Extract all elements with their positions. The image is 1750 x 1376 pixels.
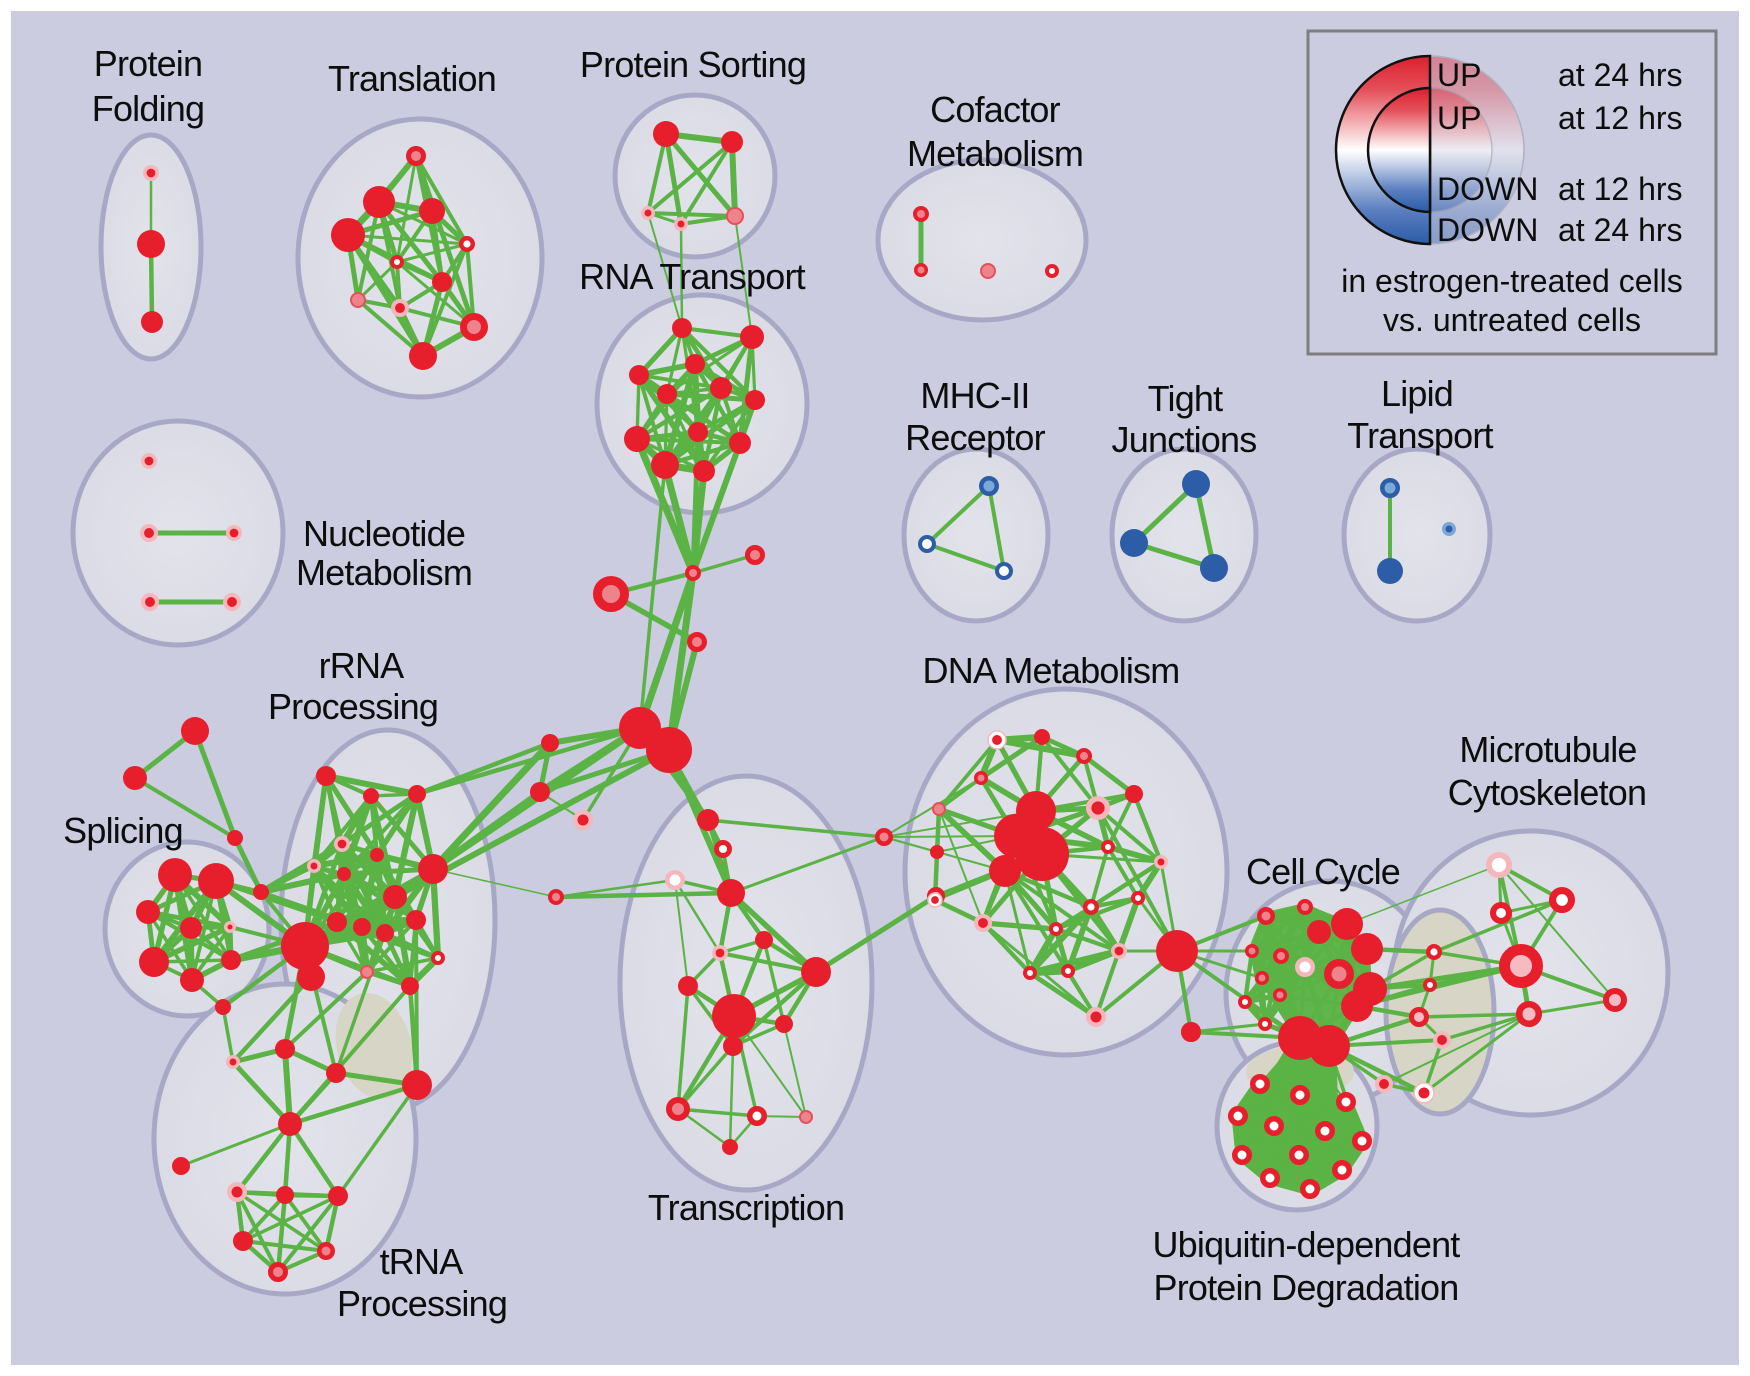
svg-text:vs. untreated cells: vs. untreated cells (1383, 302, 1641, 338)
svg-text:Transport: Transport (1347, 415, 1493, 456)
svg-text:Protein Sorting: Protein Sorting (580, 44, 806, 85)
svg-text:at 12 hrs: at 12 hrs (1558, 171, 1683, 207)
svg-text:Microtubule: Microtubule (1459, 729, 1636, 770)
svg-text:Metabolism: Metabolism (907, 133, 1083, 174)
svg-text:in estrogen-treated cells: in estrogen-treated cells (1341, 263, 1683, 299)
svg-text:DNA Metabolism: DNA Metabolism (923, 650, 1180, 691)
svg-text:DOWN: DOWN (1437, 212, 1538, 248)
svg-text:MHC-II: MHC-II (920, 375, 1029, 416)
svg-text:UP: UP (1437, 100, 1481, 136)
svg-text:RNA Transport: RNA Transport (579, 256, 805, 297)
svg-text:rRNA: rRNA (319, 645, 405, 686)
svg-text:Receptor: Receptor (905, 417, 1045, 458)
svg-text:UP: UP (1437, 57, 1481, 93)
svg-text:tRNA: tRNA (380, 1241, 464, 1282)
svg-text:Cell Cycle: Cell Cycle (1246, 851, 1400, 892)
svg-text:DOWN: DOWN (1437, 171, 1538, 207)
svg-text:Metabolism: Metabolism (296, 552, 472, 593)
svg-text:Transcription: Transcription (648, 1187, 844, 1228)
svg-text:Protein: Protein (94, 43, 202, 84)
svg-text:Processing: Processing (268, 686, 438, 727)
svg-text:Ubiquitin-dependent: Ubiquitin-dependent (1152, 1224, 1460, 1265)
svg-text:Folding: Folding (92, 88, 204, 129)
svg-text:Lipid: Lipid (1381, 373, 1453, 414)
svg-text:Tight: Tight (1148, 378, 1223, 419)
svg-text:at 24 hrs: at 24 hrs (1558, 212, 1683, 248)
svg-text:Junctions: Junctions (1112, 419, 1257, 460)
svg-text:at 24 hrs: at 24 hrs (1558, 57, 1683, 93)
svg-text:at 12 hrs: at 12 hrs (1558, 100, 1683, 136)
svg-text:Processing: Processing (337, 1283, 507, 1324)
svg-text:Cytoskeleton: Cytoskeleton (1448, 772, 1647, 813)
svg-text:Splicing: Splicing (63, 810, 183, 851)
svg-text:Translation: Translation (328, 58, 496, 99)
svg-text:Nucleotide: Nucleotide (303, 513, 465, 554)
svg-text:Cofactor: Cofactor (930, 89, 1060, 130)
svg-text:Protein Degradation: Protein Degradation (1153, 1267, 1458, 1308)
